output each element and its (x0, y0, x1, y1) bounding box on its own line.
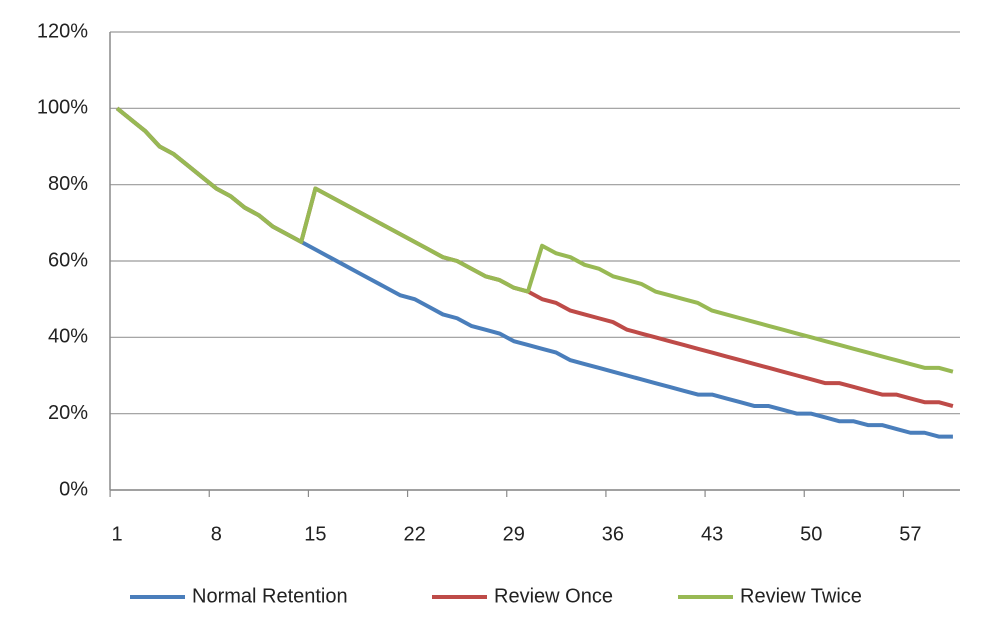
x-tick-label: 57 (899, 523, 921, 545)
x-tick-label: 36 (602, 523, 624, 545)
y-tick-label: 60% (48, 249, 88, 271)
y-tick-label: 20% (48, 402, 88, 424)
line-series (115, 106, 954, 374)
y-tick-label: 0% (59, 478, 88, 500)
x-tick-label: 50 (800, 523, 822, 545)
x-tick-label: 1 (112, 523, 123, 545)
x-tick-label: 43 (701, 523, 723, 545)
y-tick-label: 120% (37, 20, 88, 42)
legend-label: Review Once (494, 585, 613, 607)
y-tick-label: 100% (37, 97, 88, 119)
legend-label: Review Twice (740, 585, 862, 607)
line-series (115, 106, 954, 408)
x-tick-label: 8 (211, 523, 222, 545)
y-tick-label: 80% (48, 173, 88, 195)
x-tick-label: 22 (403, 523, 425, 545)
x-tick-label: 29 (503, 523, 525, 545)
legend-label: Normal Retention (192, 585, 348, 607)
x-tick-label: 15 (304, 523, 326, 545)
y-tick-label: 40% (48, 326, 88, 348)
